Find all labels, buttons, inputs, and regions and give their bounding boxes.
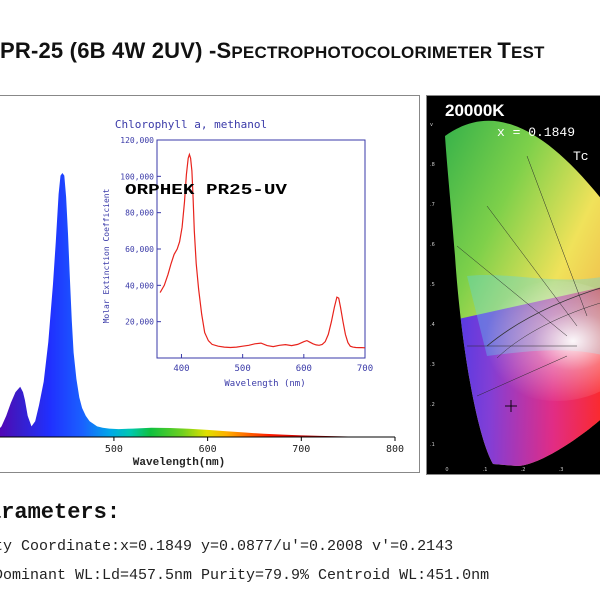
inset-y-tick-label: 40,000 xyxy=(125,281,154,290)
cie-bottom-tick-label: .3 xyxy=(559,467,564,473)
cie-left-tick-label: .4 xyxy=(430,322,435,328)
spectrum-x-tick-label: 700 xyxy=(292,444,310,455)
cct-label: 20000K xyxy=(445,101,505,120)
spectrum-x-tick-label: 800 xyxy=(386,444,404,455)
inset-plot-frame xyxy=(156,139,366,359)
inset-title: Chlorophyll a, methanol xyxy=(115,118,267,131)
inset-ylabel: Molar Extinction Coefficient xyxy=(102,188,111,323)
inset-x-tick-label: 600 xyxy=(296,364,312,374)
chlorophyll-line xyxy=(159,152,366,349)
inset-x-tick-label: 700 xyxy=(357,364,373,374)
page-title: PR-25 (6B 4W 2UV) -SPECTROPHOTOCOLORIMET… xyxy=(0,38,545,63)
cie-left-tick-label: .3 xyxy=(430,362,435,368)
spectrum-x-tick-label: 500 xyxy=(105,444,123,455)
cie-diagram-panel: v .8 .7 .6 .5 .4 .3 .2 .1 0 .1 .2 .3 20000K x = 0.1… xyxy=(426,95,600,475)
spectrum-chart: 500 600 700 800 Wavelength(nm) Chlorophyll … xyxy=(0,118,404,469)
inset-y-tick-label: 80,000 xyxy=(125,209,154,218)
chromaticity-coordinate-line: ty Coordinate:x=0.1849 y=0.0877/u'=0.200… xyxy=(0,538,454,555)
tc-label: Tc xyxy=(573,149,589,164)
chromaticity-marker xyxy=(505,400,517,412)
planckian-locus xyxy=(486,285,600,347)
cie-left-tick-label: .8 xyxy=(430,162,435,168)
spectrum-x-tick-label: 600 xyxy=(199,444,217,455)
inset-y-tick-label: 120,000 xyxy=(120,136,154,145)
parameters-heading: arameters: xyxy=(0,500,121,525)
inset-x-tick-label: 400 xyxy=(173,364,189,374)
cie-bottom-tick-label: .1 xyxy=(483,467,488,473)
inset-x-tick-label: 500 xyxy=(235,364,251,374)
inset-y-tick-label: 100,000 xyxy=(120,172,154,181)
dominant-wavelength-line: Dominant WL:Ld=457.5nm Purity=79.9% Cent… xyxy=(0,567,490,584)
spectrum-xlabel: Wavelength(nm) xyxy=(133,457,225,469)
inset-y-tick-label: 60,000 xyxy=(125,245,154,254)
cie-bottom-tick-label: .2 xyxy=(521,467,526,473)
cie-left-tick-label: .6 xyxy=(430,242,435,248)
cie-bottom-tick-label: 0 xyxy=(445,467,448,473)
cie-left-tick-label: v xyxy=(430,122,433,128)
cie-left-tick-label: .7 xyxy=(430,202,435,208)
cie-left-tick-label: .1 xyxy=(430,442,435,448)
inset-y-tick-label: 20,000 xyxy=(125,318,154,327)
chlorophyll-inset: Chlorophyll a, methanol 400 500 600 700 20,0… xyxy=(102,118,373,389)
spectrum-panel: 500 600 700 800 Wavelength(nm) Chlorophyll … xyxy=(0,95,420,473)
inset-xlabel: Wavelength (nm) xyxy=(224,379,305,389)
cie-diagram: v .8 .7 .6 .5 .4 .3 .2 .1 0 .1 .2 .3 20000K x = 0.1… xyxy=(430,101,600,473)
cie-left-tick-label: .2 xyxy=(430,402,435,408)
spectrum-area xyxy=(0,173,395,437)
x-coordinate-readout: x = 0.1849 xyxy=(497,125,575,140)
product-label: ORPHEK PR25-UV xyxy=(125,182,287,199)
cie-left-tick-label: .5 xyxy=(430,282,435,288)
